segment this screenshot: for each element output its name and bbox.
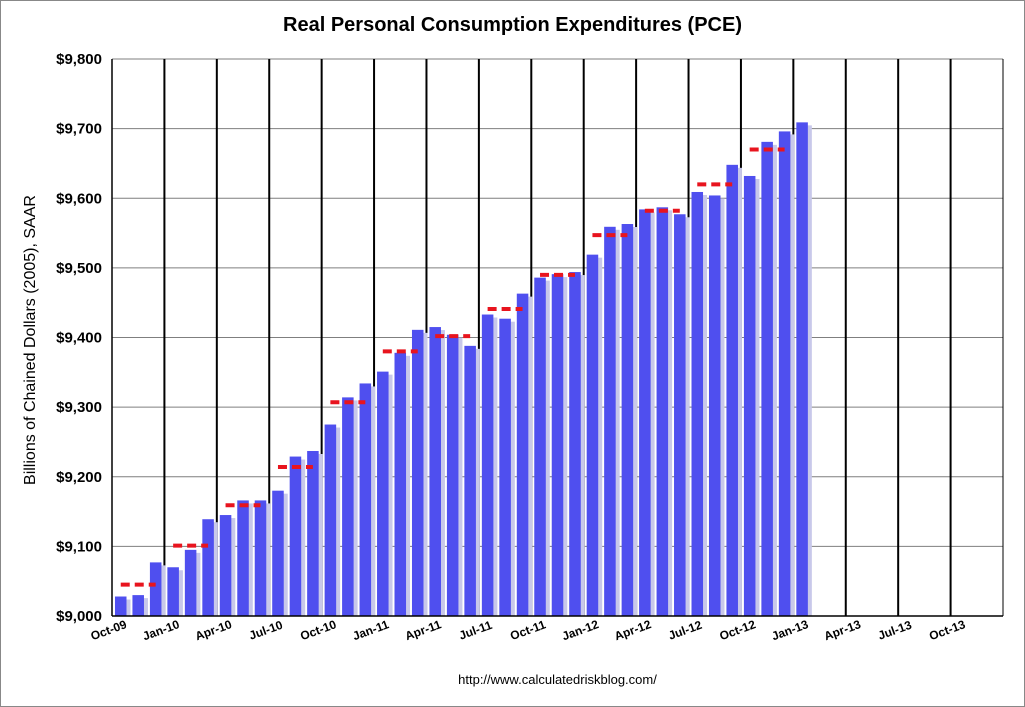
x-tick-label: Jan-10 [141, 617, 182, 643]
y-tick-label: $9,400 [56, 330, 102, 347]
bar [429, 327, 441, 616]
chart-title: Real Personal Consumption Expenditures (… [283, 14, 742, 36]
bar [551, 274, 564, 616]
y-tick-label: $9,800 [56, 51, 102, 68]
bar [289, 456, 302, 616]
x-tick-label: Apr-10 [193, 617, 234, 643]
bar [307, 450, 319, 616]
y-tick-label: $9,700 [56, 121, 102, 138]
bar [691, 191, 704, 616]
bar [411, 329, 424, 616]
x-tick-label: Oct-10 [298, 617, 338, 643]
x-tick-label: Oct-12 [718, 617, 758, 643]
bar [324, 424, 337, 616]
bar [237, 500, 249, 616]
bar [342, 397, 354, 616]
bar [621, 224, 634, 617]
bar [184, 549, 197, 616]
x-tick-label: Jul-12 [666, 618, 704, 643]
y-tick-label: $9,600 [56, 190, 102, 207]
bar [796, 122, 808, 616]
bar [516, 293, 529, 616]
bar [219, 515, 232, 616]
bar [534, 277, 546, 616]
bar [481, 314, 494, 616]
bar [377, 371, 389, 616]
bar [743, 175, 756, 616]
bar [726, 164, 738, 616]
x-tick-label: Jul-10 [247, 618, 285, 643]
bar [778, 131, 791, 616]
x-tick-label: Apr-12 [612, 617, 653, 643]
bars [114, 122, 812, 617]
bar [149, 562, 162, 616]
bar [499, 318, 511, 616]
x-tick-label: Jul-11 [457, 618, 494, 643]
bar [359, 383, 372, 616]
x-tick-label: Apr-11 [403, 617, 443, 643]
bar [639, 209, 651, 616]
bar [708, 195, 721, 616]
x-tick-label: Jan-11 [351, 617, 391, 643]
x-tick-label: Jul-13 [876, 618, 914, 643]
y-tick-label: $9,300 [56, 399, 102, 416]
bar [761, 141, 773, 616]
x-tick-label: Oct-13 [927, 617, 967, 643]
bar [464, 345, 476, 616]
bar [446, 334, 459, 616]
x-tick-label: Jan-12 [560, 617, 601, 643]
bar [656, 207, 669, 616]
quarterly-averages [120, 147, 785, 587]
y-tick-label: $9,500 [56, 260, 102, 277]
bar [674, 214, 686, 617]
x-tick-label: Jan-13 [770, 617, 811, 643]
y-tick-label: $9,200 [56, 469, 102, 486]
bar [394, 352, 407, 616]
bar [132, 595, 144, 616]
y-tick-label: $9,100 [56, 538, 102, 555]
bar [586, 254, 599, 617]
bar [254, 500, 267, 616]
bar [167, 567, 179, 616]
x-tick-label: Oct-11 [508, 617, 548, 643]
bar [114, 596, 127, 616]
bar [569, 272, 581, 616]
bar [202, 519, 214, 616]
source-credit: http://www.calculatedriskblog.com/ [458, 672, 657, 687]
x-tick-label: Apr-13 [822, 617, 863, 643]
y-tick-label: $9,000 [56, 608, 102, 625]
bar [604, 226, 616, 616]
bar [272, 490, 284, 616]
